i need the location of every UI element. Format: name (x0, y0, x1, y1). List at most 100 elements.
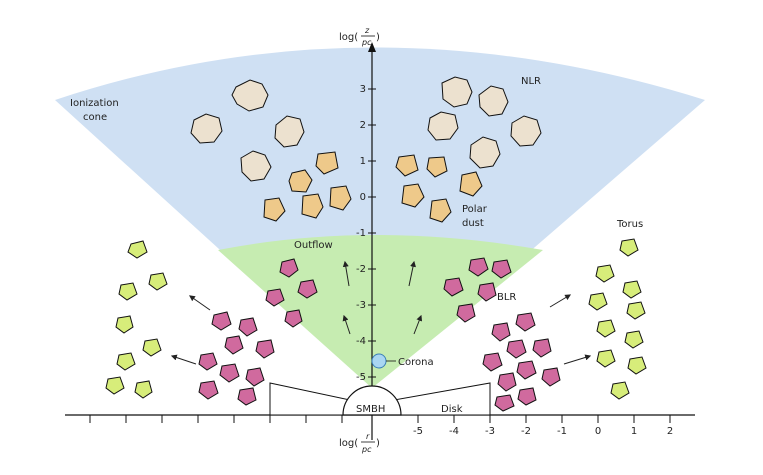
arrow-icon (563, 354, 592, 365)
torus-cloud (118, 282, 138, 301)
blr-cloud (224, 335, 244, 355)
nlr-cloud (427, 111, 459, 141)
torus-clouds (105, 238, 647, 400)
nlr-cloud (240, 150, 272, 182)
z-ticks (368, 88, 376, 378)
r-tick-label: -3 (485, 426, 495, 437)
svg-text:log(: log( (339, 438, 358, 449)
blr-cloud (219, 363, 240, 383)
blr-cloud (297, 279, 318, 299)
blr-cloud (456, 303, 476, 323)
z-axis-label: log( z pc ) (339, 26, 380, 47)
nlr-cloud (190, 113, 223, 144)
blr-cloud (506, 339, 527, 359)
smbh-label: SMBH (356, 404, 385, 415)
svg-text:log(: log( (339, 32, 358, 43)
blr-cloud (443, 277, 464, 297)
blr-cloud (541, 367, 561, 387)
arrow-icon (549, 294, 572, 308)
polar-dust-cloud (329, 185, 352, 211)
polar-dust-cloud (429, 198, 452, 223)
blr-cloud (491, 259, 512, 279)
accretion-disk-left (269, 382, 351, 416)
blr-cloud (497, 372, 517, 392)
torus-cloud (588, 292, 608, 311)
blr-cloud (198, 352, 218, 371)
torus-cloud (624, 330, 644, 349)
z-tick-label: -1 (356, 228, 366, 239)
r-ticks (89, 415, 671, 423)
polar-dust-cloud (426, 156, 448, 178)
blr-cloud (265, 288, 285, 307)
z-axis-arrow-icon (368, 42, 376, 52)
blr-cloud (211, 311, 232, 331)
nlr-cloud (231, 79, 269, 112)
polar-dust-clouds (263, 151, 483, 223)
nlr-label: NLR (521, 76, 541, 87)
z-tick-label: 2 (360, 120, 366, 131)
blr-cloud (255, 339, 275, 359)
svg-text:pc: pc (361, 38, 372, 47)
torus-cloud (148, 272, 168, 291)
arrow-icon (342, 314, 351, 335)
polar-dust-cloud (395, 154, 419, 177)
r-tick-label: 2 (667, 426, 673, 437)
arrow-icon (408, 260, 416, 287)
polar-dust-cloud (459, 171, 483, 197)
nlr-cloud (441, 76, 473, 108)
torus-cloud (626, 301, 646, 320)
blr-cloud (532, 338, 552, 358)
r-tick-label: -1 (557, 426, 567, 437)
polar-dust-label: Polar (462, 204, 488, 215)
blr-cloud (494, 394, 515, 412)
blr-cloud (491, 322, 511, 342)
torus-cloud (127, 240, 148, 259)
r-tick-labels: -5 -4 -3 -2 -1 0 1 2 (413, 426, 673, 437)
z-tick-label: -5 (356, 372, 366, 383)
polar-dust-cloud (315, 151, 339, 175)
arrow-icon (413, 314, 423, 335)
nlr-clouds (190, 76, 542, 182)
z-tick-label: -3 (356, 300, 366, 311)
r-tick-label: -2 (521, 426, 531, 437)
svg-text:z: z (364, 26, 370, 35)
polar-dust-cloud (263, 197, 286, 222)
svg-text:): ) (376, 438, 380, 449)
torus-cloud (105, 376, 125, 395)
blr-cloud (279, 258, 299, 278)
polar-dust-label: dust (462, 218, 484, 229)
polar-dust-cloud (401, 183, 425, 208)
polar-dust-cloud (288, 169, 313, 193)
nlr-cloud (478, 85, 509, 117)
svg-text:r: r (366, 432, 370, 441)
corona-label: Corona (398, 357, 434, 368)
disk-label: Disk (441, 404, 463, 415)
torus-cloud (142, 338, 162, 357)
nlr-cloud (510, 115, 542, 147)
svg-text:): ) (376, 32, 380, 43)
torus-cloud (619, 238, 639, 257)
blr-cloud (517, 387, 537, 406)
outflow-region (218, 235, 543, 388)
region-labels: Ionization cone NLR Polar dust Torus Out… (70, 76, 643, 415)
outflow-arrows (170, 260, 592, 365)
z-tick-label: -4 (356, 336, 366, 347)
blr-cloud (477, 282, 497, 302)
z-tick-label: 1 (360, 156, 366, 167)
z-tick-label: 0 (360, 192, 366, 203)
blr-cloud (245, 367, 265, 387)
torus-cloud (595, 264, 615, 283)
z-tick-labels: 3 2 1 0 -1 -2 -3 -4 -5 (356, 84, 366, 383)
torus-cloud (134, 380, 153, 399)
smbh (342, 385, 402, 416)
torus-cloud (610, 381, 630, 400)
blr-cloud (238, 317, 258, 337)
ionization-cone-label: cone (83, 112, 107, 123)
r-tick-label: -4 (449, 426, 459, 437)
torus-cloud (116, 352, 136, 371)
r-tick-label: -5 (413, 426, 423, 437)
z-tick-label: -2 (356, 264, 366, 275)
blr-cloud (482, 352, 503, 372)
